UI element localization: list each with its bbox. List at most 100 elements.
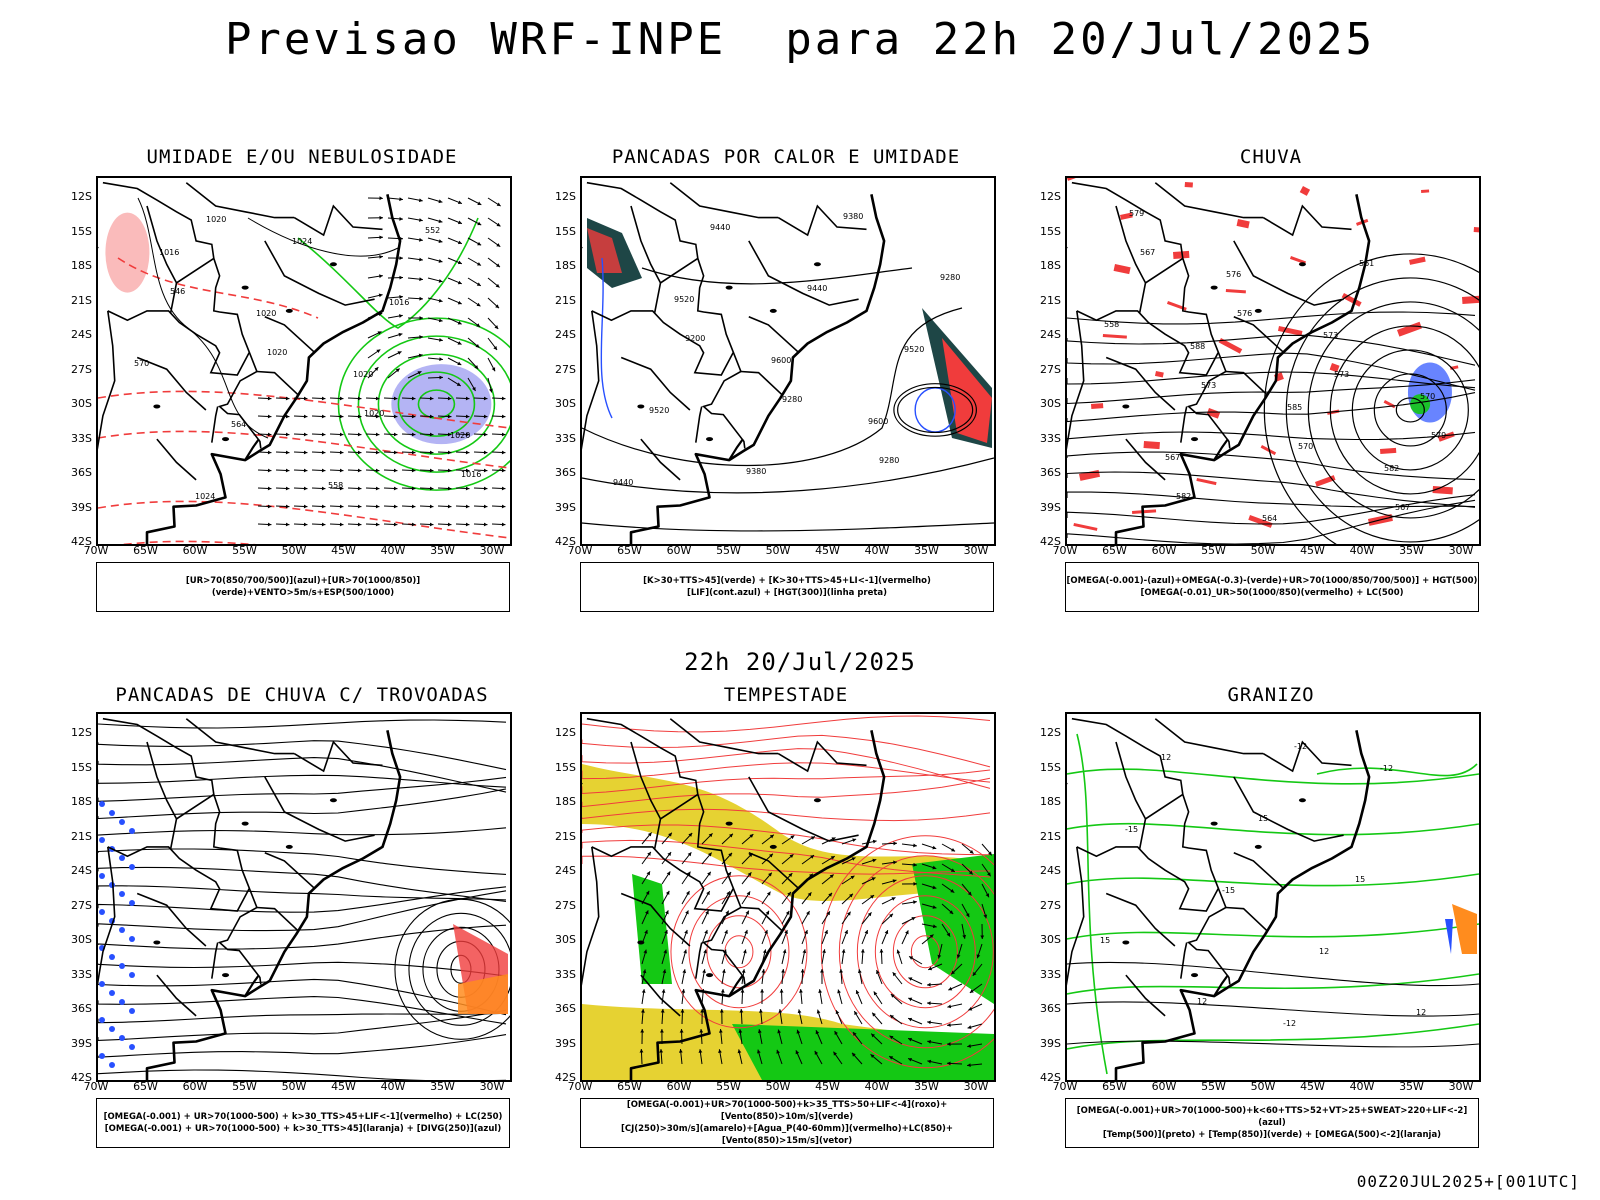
wind-vector bbox=[681, 832, 693, 845]
wind-vector bbox=[401, 486, 416, 491]
wind-vector bbox=[921, 934, 934, 945]
wind-vector bbox=[981, 903, 988, 919]
latitude-label: 33S bbox=[555, 967, 576, 981]
hail-blue-area bbox=[1445, 919, 1453, 954]
legend-line: [OMEGA(-0.001)-(azul)+OMEGA(-0.3)-(verde… bbox=[1066, 576, 1478, 586]
wind-vector bbox=[870, 1033, 883, 1045]
country-border bbox=[586, 181, 746, 449]
wind-vector bbox=[927, 963, 943, 971]
country-border bbox=[620, 892, 691, 947]
latitude-label: 39S bbox=[71, 1036, 92, 1050]
wind-vector bbox=[861, 929, 869, 945]
longitude-label: 65W bbox=[133, 544, 158, 557]
longitude-label: 30W bbox=[479, 544, 505, 557]
wind-vector bbox=[491, 522, 506, 527]
country-border bbox=[264, 851, 315, 889]
streamline bbox=[98, 1009, 507, 1041]
streamline-red bbox=[582, 734, 991, 768]
longitude-label: 45W bbox=[815, 1080, 840, 1093]
wind-vector bbox=[257, 522, 272, 527]
geopotential-contour bbox=[1067, 491, 1476, 508]
wind-vector bbox=[473, 414, 488, 419]
country-border bbox=[591, 846, 734, 912]
wind-vector bbox=[455, 504, 470, 509]
country-border bbox=[98, 846, 116, 986]
lagoon bbox=[244, 438, 260, 461]
longitude-label: 35W bbox=[914, 1080, 939, 1093]
country-border bbox=[586, 717, 746, 985]
wind-vector bbox=[427, 375, 444, 380]
rain-red-patch bbox=[1120, 212, 1133, 220]
lagoon bbox=[728, 974, 744, 997]
country-border bbox=[1115, 741, 1147, 820]
map-panel-p4 bbox=[96, 712, 512, 1082]
rain-red-patch bbox=[1225, 289, 1246, 294]
wind-vector bbox=[487, 277, 500, 288]
latitude-label: 24S bbox=[555, 328, 576, 341]
wind-vector bbox=[908, 997, 923, 1005]
wind-vector bbox=[329, 504, 344, 509]
country-border bbox=[264, 240, 375, 306]
wind-vector bbox=[781, 910, 790, 925]
lake bbox=[725, 821, 733, 826]
humidity-red-area bbox=[105, 212, 150, 293]
wind-vector bbox=[781, 949, 787, 965]
rain-red-patch bbox=[1277, 326, 1303, 336]
contour-label: 564 bbox=[231, 420, 246, 429]
wind-vector bbox=[927, 1059, 943, 1065]
wind-vector bbox=[401, 468, 416, 473]
contour-label: 1016 bbox=[159, 248, 179, 257]
contour-label: 552 bbox=[425, 226, 440, 235]
wind-vector bbox=[961, 843, 974, 854]
wind-vector bbox=[718, 1029, 723, 1045]
wind-vector bbox=[921, 903, 937, 909]
streamline bbox=[98, 978, 507, 1016]
wind-vector bbox=[901, 862, 917, 867]
wind-vector bbox=[941, 903, 954, 915]
wind-vector bbox=[639, 1048, 644, 1065]
rain-red-patch bbox=[1299, 186, 1311, 196]
country-border bbox=[1233, 240, 1344, 306]
wind-vector bbox=[901, 843, 917, 848]
rain-red-patch bbox=[1473, 227, 1479, 233]
contour-label: 1020 bbox=[364, 409, 384, 418]
wind-vector bbox=[367, 349, 381, 359]
wind-vector bbox=[760, 988, 765, 1005]
wind-vector bbox=[941, 883, 955, 894]
country-border bbox=[1125, 974, 1166, 1017]
lake bbox=[769, 308, 777, 313]
wind-vector bbox=[921, 883, 937, 890]
wind-vector bbox=[701, 832, 713, 845]
wind-vector bbox=[467, 257, 482, 266]
rain-red-patch bbox=[1260, 445, 1277, 456]
wind-vector bbox=[781, 891, 792, 905]
streamline-red bbox=[910, 935, 940, 969]
geopotential-contour bbox=[1067, 334, 1476, 366]
longitude-label: 65W bbox=[617, 1080, 642, 1093]
longitude-label: 40W bbox=[864, 1080, 890, 1093]
wind-vector bbox=[447, 357, 462, 366]
contour-label: 546 bbox=[170, 287, 185, 296]
latitude-label: 12S bbox=[555, 726, 576, 739]
wind-vector bbox=[427, 357, 443, 362]
humidity-green-contour bbox=[357, 335, 510, 473]
divergence-blue-dot bbox=[109, 954, 115, 960]
divergence-blue-dot bbox=[119, 1035, 125, 1041]
latitude-label: 27S bbox=[555, 362, 576, 376]
wind-vector bbox=[741, 949, 747, 965]
map-panel-p1: 1016 1020 1020 1020 1024 1024 1016 570 564 558 552… bbox=[96, 176, 512, 546]
wind-vector bbox=[757, 1049, 763, 1065]
country-border bbox=[1225, 370, 1268, 396]
wind-vector bbox=[961, 883, 972, 896]
contour-label: 1020 bbox=[256, 309, 276, 318]
latitude-label: 36S bbox=[71, 1002, 92, 1015]
longitude-label: 55W bbox=[232, 1080, 257, 1093]
wind-vector bbox=[275, 522, 290, 527]
contour-label: 9600 bbox=[868, 417, 888, 426]
temp850-contour bbox=[1076, 733, 1108, 1075]
longitude-label: 50W bbox=[281, 1080, 307, 1093]
wind-vector bbox=[821, 911, 831, 925]
country-border bbox=[185, 182, 295, 219]
streamline bbox=[98, 848, 507, 875]
wind-vector bbox=[721, 929, 728, 945]
